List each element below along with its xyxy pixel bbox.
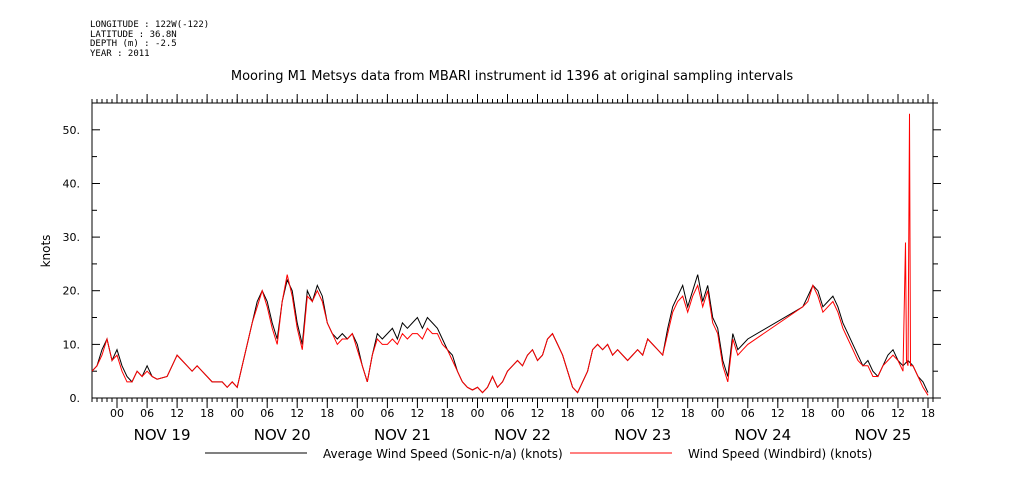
x-tick-label: 12: [410, 407, 424, 420]
x-axis: 00 06 12 18 00 06 12 18 00 06 12 18 00 06 12 18 00 06 12 18…: [110, 94, 935, 444]
chart-title: Mooring M1 Metsys data from MBARI instru…: [231, 69, 793, 84]
series-line-sonic: [91, 274, 929, 394]
y-tick-label: 50.: [63, 124, 81, 137]
x-tick-label: 00: [711, 407, 725, 420]
x-tick-label: 00: [831, 407, 845, 420]
y-tick-label: 20.: [63, 285, 81, 298]
x-tick-label: 12: [290, 407, 304, 420]
depth-text: DEPTH (m) : -2.5: [90, 39, 177, 49]
x-tick-label: 12: [771, 407, 785, 420]
legend-label-windbird: Wind Speed (Windbird) (knots): [688, 447, 872, 461]
x-tick-label: 18: [561, 407, 575, 420]
series-line-windbird: [91, 113, 929, 396]
y-tick-label: 0.: [70, 392, 81, 405]
x-tick-label: 18: [200, 407, 214, 420]
x-tick-label: 18: [440, 407, 454, 420]
minor-ticks: [91, 99, 934, 402]
x-tick-label: 06: [140, 407, 154, 420]
x-tick-label: 18: [681, 407, 695, 420]
x-tick-label: 12: [531, 407, 545, 420]
x-tick-label: 00: [471, 407, 485, 420]
x-tick-label: 18: [921, 407, 935, 420]
x-tick-label: 06: [260, 407, 274, 420]
x-day-label: NOV 24: [734, 426, 791, 444]
series-layer: [91, 113, 929, 396]
legend: Average Wind Speed (Sonic-n/a) (knots) W…: [205, 447, 872, 461]
year-text: YEAR : 2011: [90, 48, 150, 59]
longitude-text: LONGITUDE : 122W(-122): [90, 20, 210, 30]
x-tick-label: 12: [651, 407, 665, 420]
x-day-label: NOV 25: [854, 426, 911, 444]
y-tick-label: 40.: [63, 178, 81, 191]
location-metadata: LONGITUDE : 122W(-122) LATITUDE : 36.8N …: [90, 20, 210, 59]
y-tick-label: 10.: [63, 338, 81, 351]
x-day-label: NOV 22: [494, 426, 551, 444]
y-axis-label: knots: [39, 235, 53, 268]
x-tick-label: 00: [230, 407, 244, 420]
x-day-label: NOV 20: [254, 426, 311, 444]
x-tick-label: 06: [861, 407, 875, 420]
legend-label-sonic: Average Wind Speed (Sonic-n/a) (knots): [323, 447, 563, 461]
plot-frame: [91, 102, 934, 399]
y-axis: 0. 10. 20. 30. 40. 50.: [63, 102, 941, 405]
x-tick-label: 00: [110, 407, 124, 420]
x-tick-label: 18: [320, 407, 334, 420]
x-day-label: NOV 19: [134, 426, 191, 444]
x-day-label: NOV 23: [614, 426, 671, 444]
x-day-label: NOV 21: [374, 426, 431, 444]
latitude-text: LATITUDE : 36.8N: [90, 29, 177, 40]
x-tick-label: 18: [801, 407, 815, 420]
x-tick-label: 12: [891, 407, 905, 420]
y-tick-label: 30.: [63, 231, 81, 244]
x-tick-label: 12: [170, 407, 184, 420]
x-tick-label: 06: [380, 407, 394, 420]
x-tick-label: 06: [741, 407, 755, 420]
x-tick-label: 06: [621, 407, 635, 420]
x-tick-label: 00: [350, 407, 364, 420]
x-tick-label: 00: [591, 407, 605, 420]
x-tick-label: 06: [501, 407, 515, 420]
